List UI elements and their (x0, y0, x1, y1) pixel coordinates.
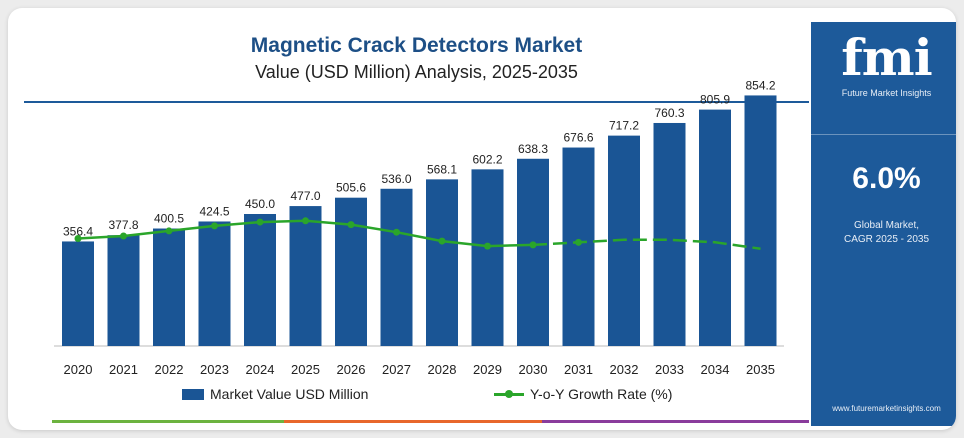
growth-point-2022 (165, 227, 173, 235)
growth-point-2031 (575, 238, 582, 246)
bar-2028 (426, 179, 458, 346)
growth-point-2020 (74, 235, 82, 243)
x-tick-2033: 2033 (655, 362, 684, 377)
legend-line-label: Y-o-Y Growth Rate (%) (530, 386, 673, 402)
x-tick-2030: 2030 (519, 362, 548, 377)
growth-point-2028 (438, 237, 446, 245)
x-tick-2025: 2025 (291, 362, 320, 377)
x-tick-2031: 2031 (564, 362, 593, 377)
legend-bars: Market Value USD Million (182, 386, 368, 402)
chart-plot: 356.4 2020 377.8 2021 400.5 2022 424.5 2023 450.… (54, 78, 784, 377)
growth-point-2021 (120, 232, 127, 240)
legend-line-swatch (494, 389, 524, 398)
growth-point-2024 (256, 218, 264, 226)
legend-line: Y-o-Y Growth Rate (%) (494, 386, 672, 402)
bar-2024 (244, 214, 276, 346)
chart-card: Magnetic Crack Detectors Market Value (U… (8, 8, 956, 430)
x-tick-2035: 2035 (746, 362, 775, 377)
x-tick-2020: 2020 (64, 362, 93, 377)
data-label-2020: 356.4 (63, 224, 93, 238)
data-label-2027: 536.0 (381, 172, 411, 186)
bar-2033 (653, 122, 686, 346)
growth-point-2023 (211, 222, 218, 230)
legend-bar-label: Market Value USD Million (210, 386, 369, 402)
bar-2029 (471, 169, 504, 346)
x-tick-2021: 2021 (109, 362, 138, 377)
data-label-2031: 676.6 (563, 131, 593, 145)
bottom-bar-orange (284, 420, 542, 423)
data-label-2032: 717.2 (609, 119, 639, 133)
bar-2026 (335, 197, 367, 346)
bar-2020 (62, 241, 94, 346)
x-tick-2024: 2024 (246, 362, 275, 377)
x-tick-2032: 2032 (610, 362, 639, 377)
x-tick-2023: 2023 (200, 362, 229, 377)
cagr-value: 6.0% (852, 162, 921, 195)
x-tick-2034: 2034 (701, 362, 730, 377)
data-label-2029: 602.2 (472, 152, 502, 166)
title-divider (24, 101, 809, 103)
data-label-2023: 424.5 (199, 204, 229, 218)
chart-area: Magnetic Crack Detectors Market Value (U… (24, 22, 809, 426)
bar-2027 (380, 188, 413, 346)
data-label-2021: 377.8 (108, 218, 138, 232)
side-panel: fmi Future Market Insights 6.0% Global M… (811, 22, 956, 426)
data-label-2033: 760.3 (654, 106, 684, 120)
bar-2030 (517, 158, 549, 346)
chart-title: Magnetic Crack Detectors Market (250, 34, 583, 57)
growth-point-2030 (529, 241, 537, 249)
x-tick-2026: 2026 (337, 362, 366, 377)
growth-line-dashed (532, 238, 761, 250)
data-label-2030: 638.3 (518, 142, 548, 156)
x-tick-2027: 2027 (382, 362, 411, 377)
data-label-2034: 805.9 (700, 93, 730, 107)
bar-2025 (289, 206, 322, 346)
x-tick-2028: 2028 (428, 362, 457, 377)
bottom-bar-purple (542, 420, 809, 423)
growth-point-2025 (302, 217, 309, 225)
data-label-2025: 477.0 (290, 189, 320, 203)
data-label-2028: 568.1 (427, 162, 457, 176)
logo-subtitle: Future Market Insights (841, 88, 932, 98)
bar-2035 (744, 95, 777, 347)
bar-2022 (153, 228, 185, 346)
side-divider (811, 134, 956, 135)
fmi-logo: fmi (841, 28, 932, 87)
cagr-label-line1: Global Market, (853, 220, 920, 231)
bar-2023 (198, 221, 231, 346)
bottom-bar-green (52, 420, 284, 423)
data-label-2024: 450.0 (245, 197, 275, 211)
chart-subtitle: Value (USD Million) Analysis, 2025-2035 (255, 62, 578, 82)
website-url: www.futuremarketinsights.com (832, 404, 941, 413)
x-tick-2029: 2029 (473, 362, 502, 377)
data-label-2026: 505.6 (336, 181, 366, 195)
data-label-2022: 400.5 (154, 212, 184, 226)
bar-2021 (107, 235, 140, 346)
growth-point-2029 (484, 242, 491, 250)
cagr-label-line2: CAGR 2025 - 2035 (843, 234, 930, 245)
chart-frame: Magnetic Crack Detectors Market Value (U… (24, 22, 956, 426)
bar-2034 (699, 109, 731, 347)
bar-2031 (562, 147, 595, 346)
x-tick-2022: 2022 (155, 362, 184, 377)
growth-point-2026 (347, 221, 355, 229)
legend-bar-swatch (182, 388, 204, 400)
data-label-2035: 854.2 (745, 78, 775, 92)
growth-point-2027 (393, 228, 400, 236)
